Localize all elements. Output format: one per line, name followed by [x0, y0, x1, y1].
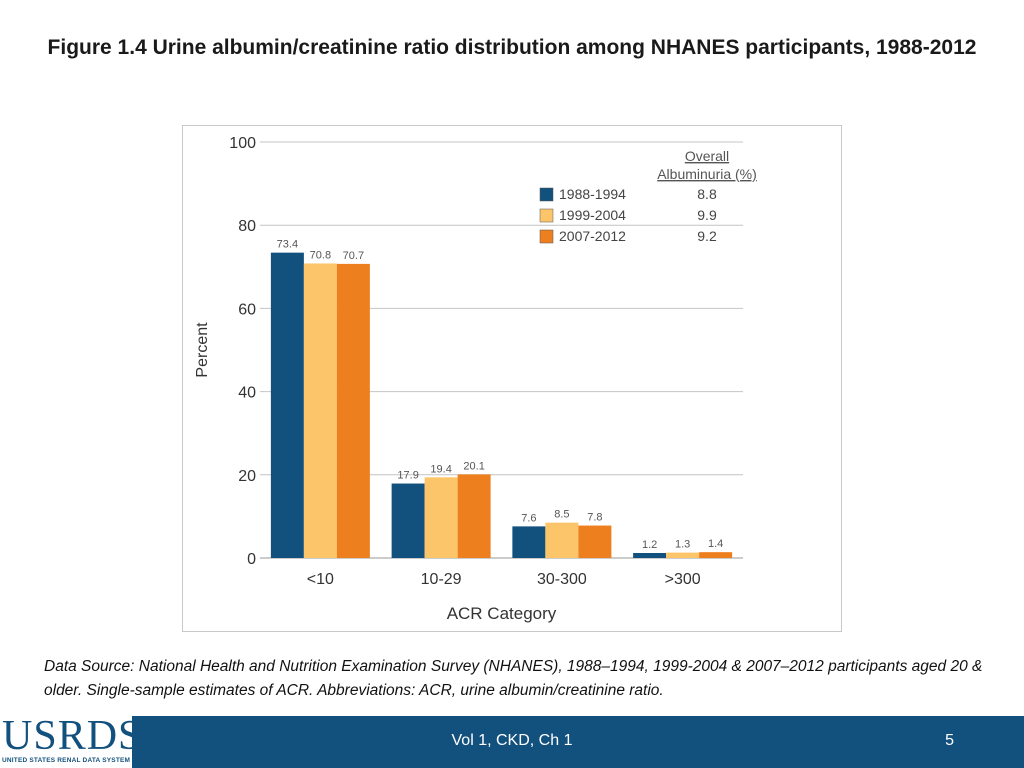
bar — [391, 483, 425, 558]
x-tick-label: <10 — [307, 571, 334, 588]
bar-value-label: 1.3 — [675, 539, 690, 551]
bar-value-label: 73.4 — [277, 239, 298, 251]
bar — [545, 522, 579, 558]
legend-swatch — [539, 229, 554, 244]
logo-text: USRDS — [2, 713, 143, 759]
bar-value-label: 20.1 — [463, 460, 484, 472]
bar-value-label: 70.8 — [310, 249, 331, 261]
bar — [699, 552, 733, 558]
y-tick-label: 40 — [238, 385, 256, 402]
bar-value-label: 17.9 — [397, 470, 418, 482]
bar-value-label: 7.6 — [521, 512, 536, 524]
y-tick-label: 100 — [229, 135, 256, 152]
bar — [303, 263, 337, 558]
chart-frame: 0 20 40 60 80 100 Percent 73.4 70.8 70.7 <10 17.9 19… — [182, 125, 842, 632]
bar — [270, 252, 304, 558]
y-tick-label: 80 — [238, 218, 256, 235]
x-tick-label: >300 — [665, 571, 701, 588]
page-number: 5 — [945, 732, 954, 749]
x-tick-label: 10-29 — [421, 571, 462, 588]
usrds-logo: USRDS UNITED STATES RENAL DATA SYSTEM — [0, 712, 141, 768]
legend-overall-value: 9.9 — [697, 207, 717, 223]
legend-label: 2007-2012 — [559, 228, 626, 244]
bar-value-label: 19.4 — [430, 463, 451, 475]
footer-bar: Vol 1, CKD, Ch 1 5 — [0, 716, 1024, 768]
legend-swatch — [539, 208, 554, 223]
legend-header-line1: Overall — [685, 148, 729, 164]
data-source-note: Data Source: National Health and Nutriti… — [44, 658, 983, 699]
legend-label: 1988-1994 — [559, 186, 626, 202]
y-tick-label: 20 — [238, 468, 256, 485]
y-tick-label: 60 — [238, 301, 256, 318]
x-tick-label: 30-300 — [537, 571, 587, 588]
bar-chart: 0 20 40 60 80 100 Percent 73.4 70.8 70.7 <10 17.9 19… — [194, 135, 757, 623]
bar-value-label: 1.4 — [708, 538, 723, 550]
bar — [457, 474, 491, 558]
page-title: Figure 1.4 Urine albumin/creatinine rati… — [47, 36, 977, 59]
y-axis-label: Percent — [194, 322, 211, 378]
legend-swatch — [539, 187, 554, 202]
bar — [578, 525, 612, 558]
y-tick-label: 0 — [247, 551, 256, 568]
x-axis-label: ACR Category — [447, 604, 557, 623]
bar — [336, 263, 370, 558]
bar — [424, 477, 458, 558]
bar — [633, 553, 667, 558]
logo-subtext: UNITED STATES RENAL DATA SYSTEM — [2, 757, 131, 764]
bar-value-label: 7.8 — [587, 512, 602, 524]
bar — [512, 526, 546, 558]
bar — [666, 552, 700, 558]
legend-overall-value: 9.2 — [697, 228, 717, 244]
legend-overall-value: 8.8 — [697, 186, 717, 202]
legend-header-line2: Albuminuria (%) — [657, 166, 757, 182]
legend-label: 1999-2004 — [559, 207, 626, 223]
bar-value-label: 1.2 — [642, 539, 657, 551]
bar-value-label: 70.7 — [343, 250, 364, 262]
bar-value-label: 8.5 — [554, 509, 569, 521]
footer-label: Vol 1, CKD, Ch 1 — [451, 732, 573, 749]
